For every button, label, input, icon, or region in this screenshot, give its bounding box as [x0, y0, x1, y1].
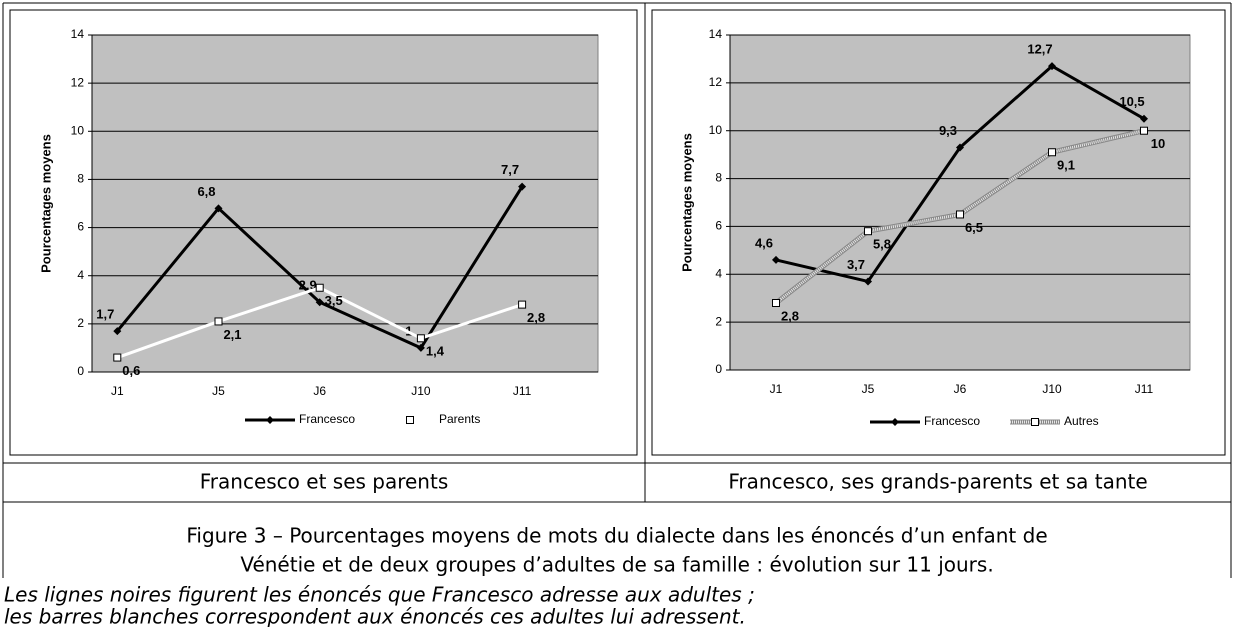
marker [266, 416, 274, 424]
marker [864, 277, 872, 286]
marker [416, 334, 425, 343]
marker [1140, 126, 1148, 135]
table-lines [2, 2, 1232, 578]
x-tick-label: J5 [212, 384, 225, 398]
y-tick-label: 6 [77, 220, 84, 234]
marker [1048, 62, 1056, 71]
x-tick-label: J6 [313, 384, 326, 398]
caption: Francesco et ses parents [200, 470, 449, 494]
marker [956, 143, 964, 152]
y-tick-label: 10 [71, 123, 85, 137]
value-label: 1,4 [426, 344, 445, 359]
marker [1031, 418, 1039, 426]
plot-area [91, 34, 599, 373]
y-tick-label: 6 [715, 219, 722, 233]
marker [113, 327, 122, 336]
value-label: 6,8 [197, 184, 215, 199]
x-tick-label: J1 [111, 384, 124, 398]
x-tick-label: J6 [954, 382, 967, 396]
figure-caption: Figure 3 – Pourcentages moyens de mots d… [186, 524, 1047, 548]
marker [406, 416, 414, 424]
figure-caption: Vénétie et de deux groupes d’adultes de … [240, 553, 993, 577]
y-tick-label: 12 [709, 75, 723, 89]
value-label: 2,8 [527, 310, 545, 325]
caption: Francesco, ses grands-parents et sa tant… [728, 470, 1147, 494]
marker [891, 418, 899, 426]
value-label: 2,1 [223, 327, 241, 342]
y-axis-label: Pourcentages moyens [679, 133, 694, 272]
note: Les lignes noires figurent les énoncés q… [4, 583, 755, 607]
y-tick-label: 4 [77, 268, 84, 282]
value-label: 9,1 [1057, 158, 1075, 173]
legend-label: Autres [1064, 414, 1099, 428]
y-tick-label: 8 [715, 171, 722, 185]
value-label: 3,7 [847, 257, 865, 272]
value-label: 4,6 [755, 235, 773, 250]
y-tick-label: 14 [71, 27, 85, 41]
marker [772, 299, 780, 307]
value-label: 6,5 [965, 220, 983, 235]
marker [772, 255, 780, 264]
y-tick-label: 0 [77, 364, 84, 378]
plot-area [729, 34, 1191, 371]
value-label: 9,3 [939, 123, 957, 138]
y-tick-label: 2 [77, 316, 84, 330]
value-label: 7,7 [501, 162, 519, 177]
x-tick-label: J11 [513, 384, 532, 398]
value-label: 0,6 [122, 363, 140, 378]
y-tick-label: 2 [715, 314, 722, 328]
x-tick-label: J11 [1135, 382, 1154, 396]
value-label: 1,7 [96, 307, 114, 322]
value-label: 3,5 [325, 293, 343, 308]
marker [315, 283, 324, 292]
x-tick-label: J1 [770, 382, 783, 396]
marker [864, 227, 872, 236]
marker [518, 300, 527, 309]
marker [214, 317, 223, 326]
marker [1140, 114, 1148, 123]
note: les barres blanches correspondent aux én… [4, 605, 746, 627]
value-label: 2,8 [781, 308, 799, 323]
y-tick-label: 10 [709, 123, 723, 137]
marker [518, 182, 527, 191]
marker [113, 353, 122, 362]
value-label: 10 [1151, 136, 1165, 151]
legend-label: Parents [439, 412, 480, 426]
x-tick-label: J10 [1042, 382, 1062, 396]
marker [416, 343, 425, 352]
marker [315, 298, 324, 307]
legend-label: Francesco [299, 412, 355, 426]
value-label: 5,8 [873, 237, 891, 252]
y-tick-label: 14 [709, 27, 723, 41]
value-label: 12,7 [1027, 42, 1052, 57]
y-tick-label: 12 [71, 75, 85, 89]
x-tick-label: J10 [411, 384, 431, 398]
x-tick-label: J5 [862, 382, 875, 396]
value-label: 10,5 [1119, 94, 1144, 109]
y-tick-label: 8 [77, 172, 84, 186]
marker [214, 204, 223, 213]
y-axis-label: Pourcentages moyens [38, 134, 53, 273]
legend-label: Francesco [924, 414, 980, 428]
marker [956, 210, 964, 219]
marker [1048, 148, 1056, 157]
y-tick-label: 4 [715, 266, 722, 280]
y-tick-label: 0 [715, 362, 722, 376]
